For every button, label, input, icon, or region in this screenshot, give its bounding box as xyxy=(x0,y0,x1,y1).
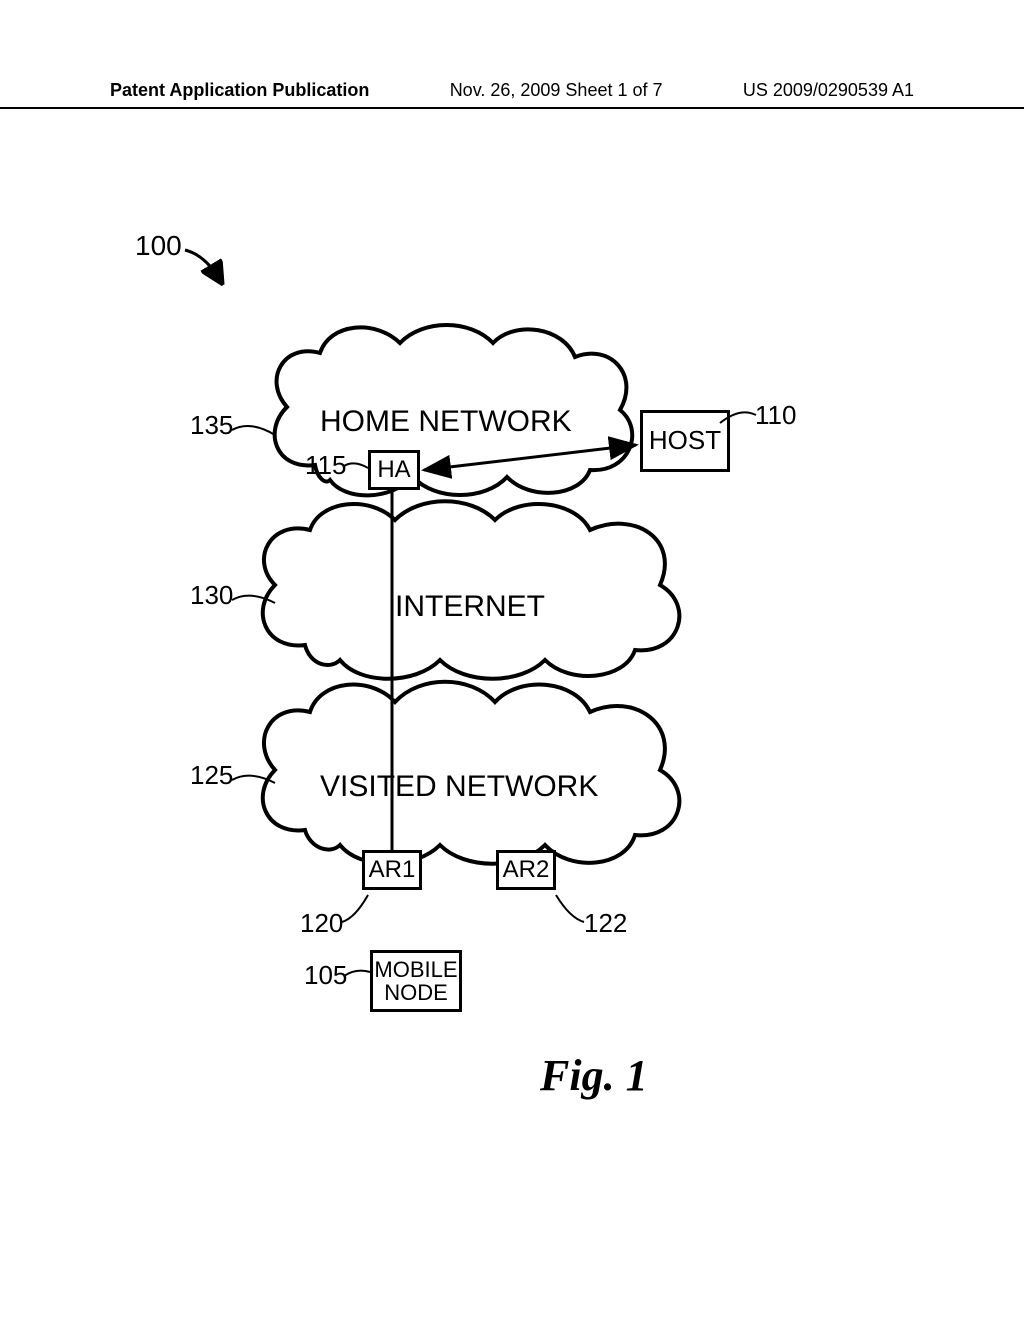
box-ha: HA xyxy=(368,450,420,490)
figure-caption: Fig. 1 xyxy=(540,1050,648,1101)
ref-110: 110 xyxy=(755,400,796,431)
ref-120: 120 xyxy=(300,908,343,939)
arrow-ha-host xyxy=(424,445,636,470)
box-ar1: AR1 xyxy=(362,850,422,890)
ref-122: 122 xyxy=(584,908,627,939)
box-ar2: AR2 xyxy=(496,850,556,890)
box-mobile-label: MOBILE NODE xyxy=(373,958,459,1004)
ref-105: 105 xyxy=(304,960,347,991)
leader-105 xyxy=(342,962,374,986)
header-right: US 2009/0290539 A1 xyxy=(743,80,914,101)
leader-135 xyxy=(230,415,280,455)
box-mobile: MOBILE NODE xyxy=(370,950,462,1012)
ref-125: 125 xyxy=(190,760,233,791)
box-host: HOST xyxy=(640,410,730,472)
box-ha-label: HA xyxy=(377,457,410,482)
page-header: Patent Application Publication Nov. 26, … xyxy=(0,80,1024,109)
box-ar1-label: AR1 xyxy=(369,857,416,882)
header-left: Patent Application Publication xyxy=(110,80,369,101)
figure-canvas: 100 HOME NETWORK INTERNET VISITED NETWOR… xyxy=(0,160,1024,1160)
box-host-label: HOST xyxy=(649,427,721,454)
leader-115 xyxy=(342,456,372,480)
leader-120 xyxy=(340,890,375,925)
leader-130 xyxy=(230,585,280,625)
box-ar2-label: AR2 xyxy=(503,857,550,882)
connections-layer xyxy=(0,160,1024,1160)
ref-115: 115 xyxy=(305,450,346,481)
leader-125 xyxy=(230,765,280,805)
ref-135: 135 xyxy=(190,410,233,441)
leader-122 xyxy=(552,890,587,925)
header-mid: Nov. 26, 2009 Sheet 1 of 7 xyxy=(450,80,663,101)
leader-110 xyxy=(718,405,758,435)
ref-130: 130 xyxy=(190,580,233,611)
